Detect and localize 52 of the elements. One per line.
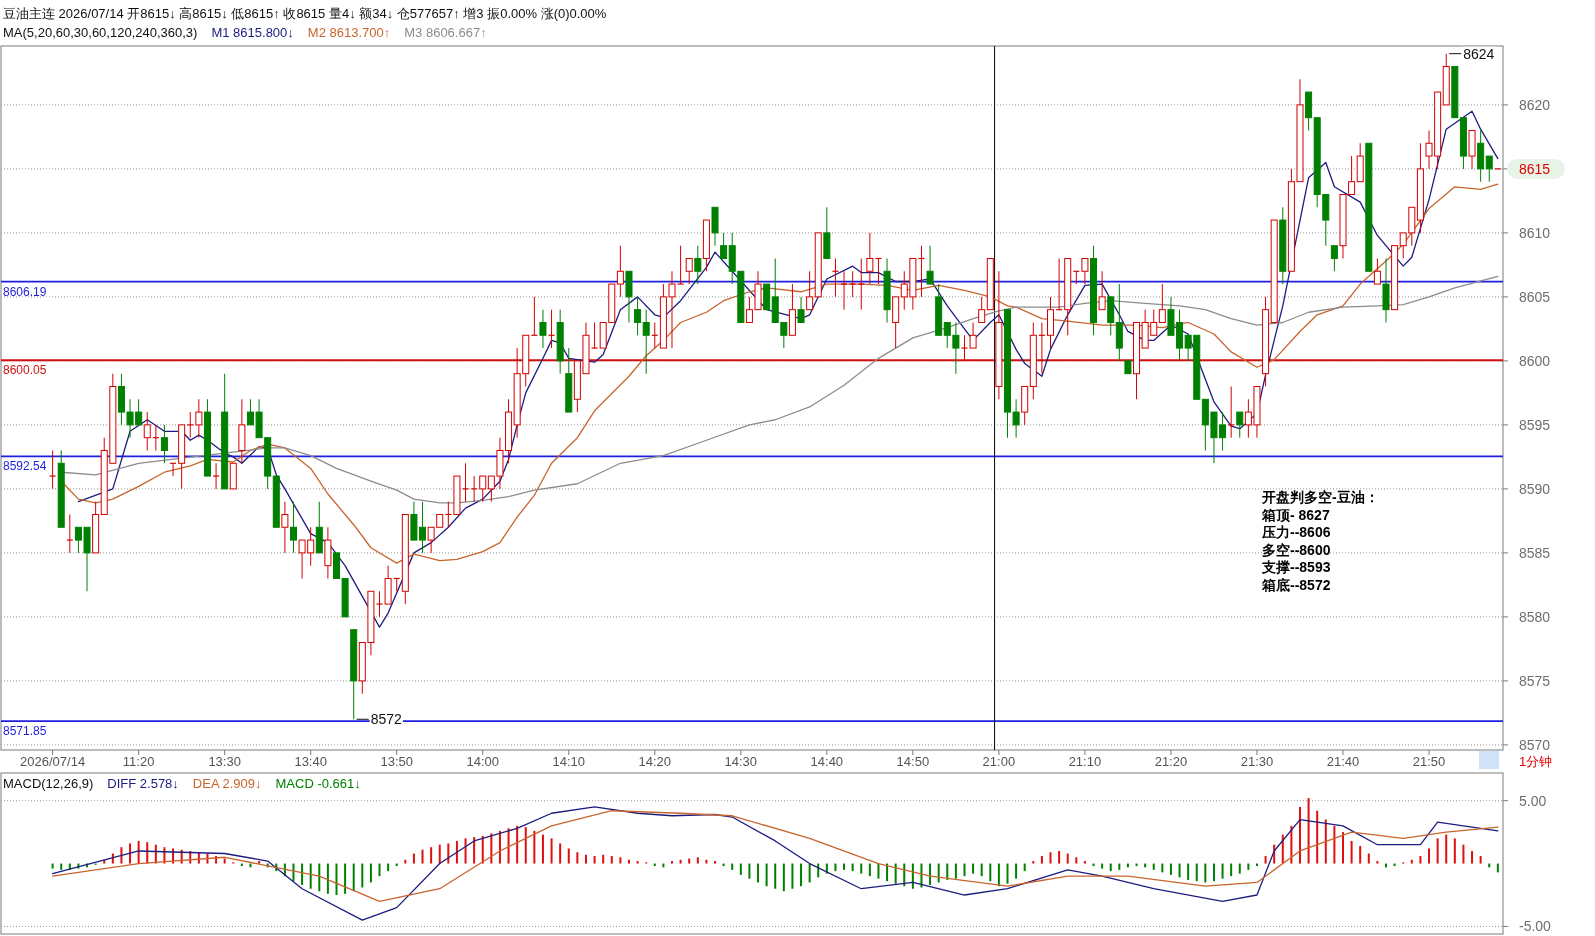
- annotation: 箱顶- 8627: [1261, 506, 1330, 523]
- x-tick-label: 21:10: [1068, 754, 1102, 769]
- ref-line-label: 8571.85: [3, 724, 47, 739]
- text: M2 8613.700↑: [307, 25, 391, 40]
- text: DIFF 2.578↓: [107, 776, 179, 791]
- text: MACD -0.661↓: [275, 776, 361, 791]
- text: M3 8606.667↑: [404, 25, 487, 40]
- y-tick-label: -5.00: [1519, 918, 1552, 935]
- x-tick-label: 14:00: [466, 754, 500, 769]
- ref-line-label: 8606.19: [3, 284, 47, 299]
- y-tick-label: 8570: [1519, 736, 1551, 753]
- annotation: 8624: [1463, 45, 1495, 62]
- ref-line-label: 8600.05: [3, 363, 47, 378]
- chart-subtitle: MA(5,20,60,30,60,120,240,360,3): [3, 25, 198, 40]
- annotation: 开盘判多空-豆油：: [1261, 489, 1379, 505]
- chart-subtitle: MACD(12,26,9): [3, 776, 94, 791]
- y-tick-label: 8605: [1519, 288, 1551, 305]
- annotation: 支撑--8593: [1261, 559, 1331, 576]
- text: 1分钟: [1519, 754, 1553, 769]
- annotation: 箱底--8572: [1261, 577, 1331, 593]
- x-tick-label: 14:10: [552, 754, 586, 769]
- x-tick-label: 13:40: [294, 754, 327, 769]
- text: DEA 2.909↓: [192, 776, 262, 791]
- y-tick-label: 8620: [1519, 96, 1551, 113]
- x-tick-label: 13:30: [208, 754, 241, 769]
- x-tick-label: 21:40: [1326, 754, 1360, 769]
- y-tick-label: 8580: [1519, 608, 1551, 625]
- y-tick-label: 8600: [1519, 352, 1551, 369]
- x-tick-label: 21:50: [1412, 754, 1446, 769]
- y-tick-label: 8590: [1519, 480, 1551, 497]
- x-tick-label: 21:20: [1154, 754, 1188, 769]
- y-tick-label: 8575: [1519, 672, 1551, 689]
- x-tick-label: 13:50: [380, 754, 413, 769]
- y-tick-label: 5.00: [1519, 792, 1547, 809]
- x-tick-label: 11:20: [122, 754, 155, 769]
- text: M1 8615.800↓: [211, 25, 294, 40]
- y-tick-label: 8615: [1519, 160, 1551, 177]
- annotation: 压力--8606: [1261, 524, 1331, 541]
- ref-line-label: 8592.54: [3, 459, 47, 474]
- x-tick-label: 14:40: [810, 754, 844, 769]
- x-tick-label: 21:00: [982, 754, 1016, 769]
- y-tick-label: 8610: [1519, 224, 1551, 241]
- y-tick-label: 8595: [1519, 416, 1551, 433]
- x-tick-label: 14:20: [638, 754, 672, 769]
- x-tick-label: 2026/07/14: [20, 754, 86, 769]
- x-tick-label: 14:30: [724, 754, 758, 769]
- annotation: 多空--8600: [1262, 541, 1331, 558]
- x-tick-label: 14:50: [896, 754, 930, 769]
- y-tick-label: 8585: [1519, 544, 1551, 561]
- chart-title: 豆油主连 2026/07/14 开8615↓ 高8615↓ 低8615↑ 收8615 量4↓ 额34↓ 仓577657↑ 增3 振0.00% 涨(0)0.00%: [3, 6, 607, 21]
- annotation: 8572: [370, 711, 403, 728]
- x-tick-label: 21:30: [1240, 754, 1274, 769]
